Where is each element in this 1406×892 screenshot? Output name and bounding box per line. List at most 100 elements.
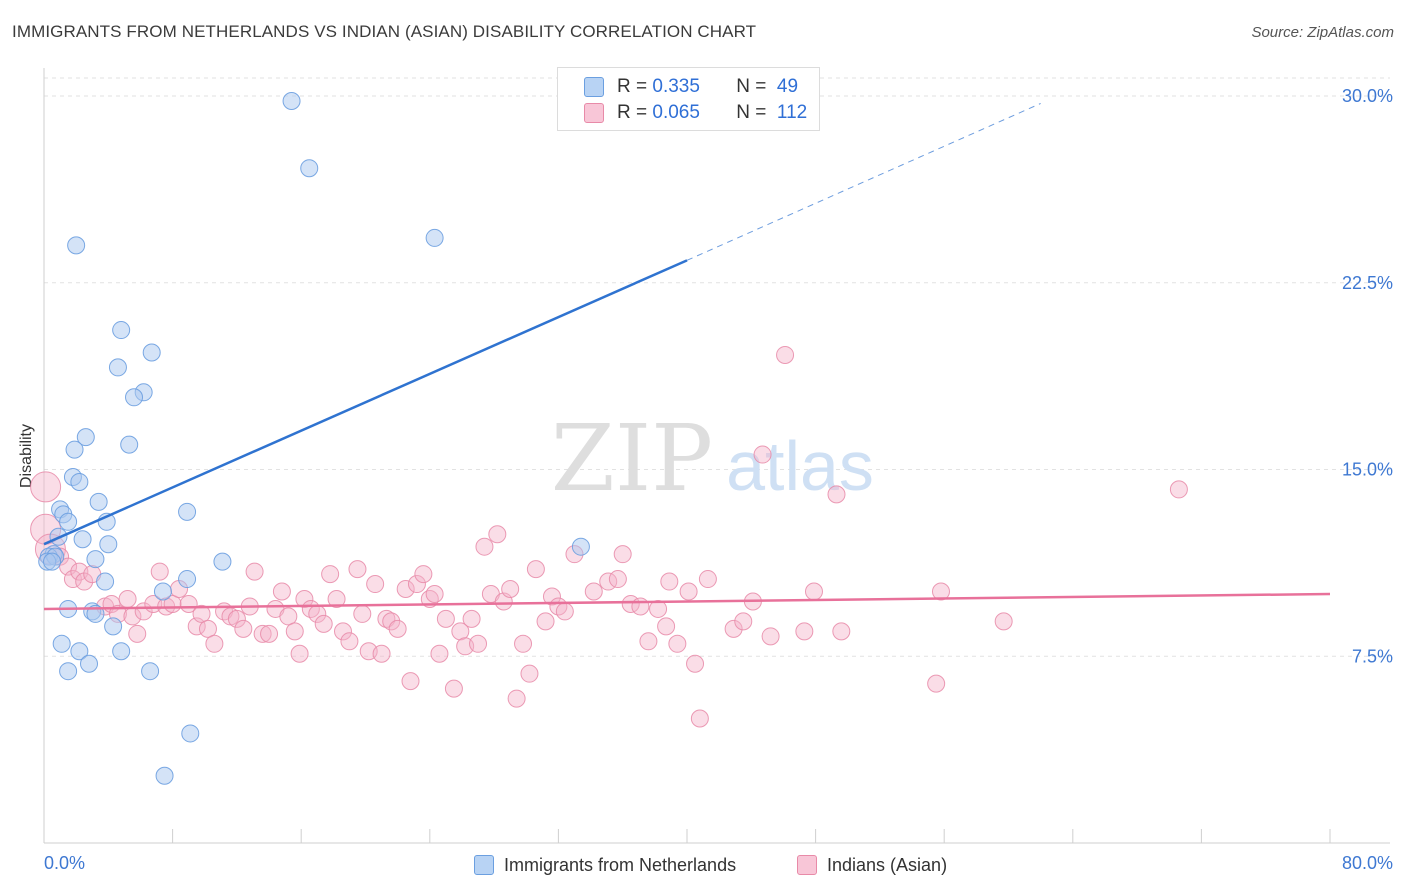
watermark-zip: ZIP: [551, 405, 713, 512]
data-point-indians: [407, 575, 426, 594]
series-immigrants-netherlands: [38, 91, 590, 785]
data-point-netherlands: [96, 572, 115, 591]
data-point-netherlands: [86, 550, 105, 569]
trend-line-indians: [43, 592, 1331, 611]
data-point-indians: [555, 602, 574, 621]
data-point-netherlands: [52, 634, 71, 653]
y-tick-label: 30.0%: [1342, 86, 1393, 106]
y-tick-label: 15.0%: [1342, 460, 1393, 480]
data-point-indians: [520, 664, 539, 683]
data-point-netherlands: [120, 435, 139, 454]
data-point-indians: [396, 580, 415, 599]
data-point-indians: [414, 565, 433, 584]
legend-r-value: 0.065: [652, 102, 700, 123]
data-point-indians: [584, 582, 603, 601]
data-point-indians: [469, 634, 488, 653]
data-point-netherlands: [213, 552, 232, 571]
data-point-netherlands: [65, 440, 84, 459]
data-point-indians: [245, 562, 264, 581]
data-point-indians: [827, 485, 846, 504]
data-point-indians: [353, 604, 372, 623]
data-point-indians: [679, 582, 698, 601]
data-point-indians: [608, 570, 627, 589]
data-point-netherlands: [43, 552, 62, 571]
data-point-indians: [372, 644, 391, 663]
legend-r-value: 0.335: [652, 76, 700, 97]
data-point-netherlands: [155, 766, 174, 785]
data-point-indians: [776, 345, 795, 364]
tick-labels: 7.5% 15.0% 22.5% 30.0% 0.0% 80.0%: [44, 86, 1393, 873]
data-point-indians: [340, 632, 359, 651]
data-point-indians: [804, 582, 823, 601]
data-point-indians: [327, 589, 346, 608]
watermark-atlas: atlas: [726, 427, 874, 505]
data-point-indians: [488, 525, 507, 544]
stats-legend: R = 0.335 N = 49 R = 0.065 N = 112: [557, 67, 820, 131]
data-point-indians: [205, 634, 224, 653]
data-point-indians: [436, 609, 455, 628]
data-point-indians: [63, 570, 82, 589]
data-point-indians: [198, 619, 217, 638]
data-point-indians: [333, 622, 352, 641]
data-point-indians: [150, 562, 169, 581]
data-point-netherlands: [73, 530, 92, 549]
data-point-indians: [314, 614, 333, 633]
legend-n-value: 112: [776, 102, 808, 123]
data-point-netherlands: [104, 617, 123, 636]
chart-title: IMMIGRANTS FROM NETHERLANDS VS INDIAN (A…: [12, 22, 757, 41]
legend-swatch-blue: [584, 77, 604, 97]
data-point-netherlands: [178, 502, 197, 521]
legend-r-label: R =: [617, 76, 648, 97]
data-point-netherlands: [112, 321, 131, 340]
data-point-indians: [994, 612, 1013, 631]
axes: [43, 68, 1390, 844]
data-point-indians: [698, 570, 717, 589]
data-point-netherlands: [70, 642, 89, 661]
data-point-indians: [514, 634, 533, 653]
data-point-indians: [295, 589, 314, 608]
data-point-indians: [613, 545, 632, 564]
legend-row-indians: R = 0.065 N = 112: [584, 100, 807, 126]
bottom-legend-label: Indians (Asian): [827, 854, 948, 875]
data-point-indians: [724, 619, 743, 638]
trend-line-netherlands-extension: [686, 103, 1041, 261]
data-point-indians: [660, 572, 679, 591]
data-point-netherlands: [70, 472, 89, 491]
data-point-indians: [931, 582, 950, 601]
bottom-legend-swatch-pink: [797, 855, 817, 875]
data-point-indians: [430, 644, 449, 663]
data-point-indians: [425, 585, 444, 603]
data-point-indians: [227, 609, 246, 628]
data-point-netherlands: [80, 654, 99, 673]
data-point-netherlands: [300, 159, 319, 178]
data-point-indians: [795, 622, 814, 641]
data-point-indians: [668, 634, 687, 653]
data-point-netherlands: [181, 724, 200, 743]
data-point-netherlands: [178, 570, 197, 589]
data-point-indians: [279, 607, 298, 626]
data-point-indians: [761, 627, 780, 646]
data-point-indians: [927, 674, 946, 693]
data-point-indians: [388, 619, 407, 638]
data-point-netherlands: [112, 642, 131, 661]
data-point-indians: [285, 622, 304, 641]
data-point-indians: [321, 565, 340, 584]
data-point-indians: [290, 644, 309, 663]
data-point-indians: [536, 612, 555, 631]
data-point-indians: [260, 624, 279, 643]
source-label: Source: ZipAtlas.com: [1251, 24, 1394, 41]
trend-line-netherlands: [43, 259, 688, 546]
data-point-indians: [348, 560, 367, 579]
data-point-indians: [631, 597, 650, 616]
data-point-indians: [734, 612, 753, 631]
y-tick-label: 22.5%: [1342, 273, 1393, 293]
x-tick-label: 80.0%: [1342, 853, 1393, 873]
data-point-indians: [542, 587, 561, 606]
data-point-indians: [401, 672, 420, 691]
data-point-indians: [382, 612, 401, 631]
bottom-legend-label: Immigrants from Netherlands: [504, 854, 737, 875]
data-point-netherlands: [141, 662, 160, 681]
legend-n-label: N =: [736, 102, 767, 123]
data-point-netherlands: [59, 512, 78, 531]
